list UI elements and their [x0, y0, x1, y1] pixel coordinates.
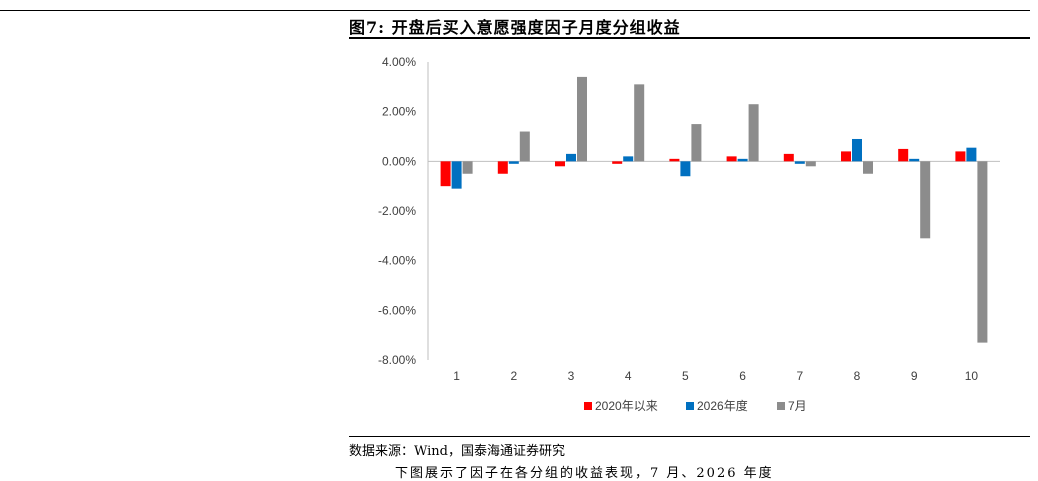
x-tick-label: 1 [453, 369, 460, 383]
x-tick-label: 3 [568, 369, 575, 383]
bar-series2-cat-1 [451, 161, 462, 189]
y-tick-label: -4.00% [378, 254, 416, 268]
title-underline [349, 37, 1030, 39]
source-rule [349, 436, 1030, 437]
x-tick-label: 4 [625, 369, 632, 383]
legend-label-1: 2020年以来 [595, 399, 658, 413]
x-tick-label: 8 [854, 369, 861, 383]
bar-series3-cat-5 [691, 124, 702, 162]
bar-series1-cat-3 [555, 161, 565, 167]
bar-series2-cat-8 [852, 138, 862, 162]
bar-series1-cat-10 [955, 151, 966, 162]
y-tick-label: 2.00% [382, 105, 416, 119]
bar-series3-cat-10 [977, 161, 988, 343]
x-tick-label: 9 [911, 369, 918, 383]
bar-series1-cat-8 [841, 151, 851, 162]
legend-label-3: 7月 [788, 399, 807, 413]
bar-series2-cat-7 [794, 161, 805, 164]
bar-series2-cat-3 [566, 153, 576, 162]
body-text: 下图展示了因子在各分组的收益表现，7 月、2026 年度 [395, 466, 774, 481]
bar-series3-cat-1 [462, 161, 473, 174]
x-tick-label: 2 [510, 369, 517, 383]
bar-series3-cat-8 [863, 161, 873, 174]
bar-series3-cat-4 [634, 84, 645, 162]
y-tick-label: 4.00% [382, 55, 416, 69]
bar-series2-cat-5 [680, 161, 691, 177]
top-rule [0, 10, 1030, 11]
y-tick-label: -8.00% [378, 353, 416, 367]
bar-chart: 4.00% 2.00% 0.00% -2.00% -4.00% -6.00% -8.00% 1… [378, 55, 1000, 413]
x-tick-label: 6 [739, 369, 746, 383]
bar-series2-cat-4 [623, 156, 634, 162]
bar-series3-cat-7 [805, 161, 816, 167]
bar-series2-cat-10 [966, 147, 977, 162]
bar-series2-cat-9 [909, 158, 920, 162]
y-tick-label: -2.00% [378, 204, 416, 218]
x-tick-label: 7 [796, 369, 803, 383]
legend-label-2: 2026年度 [697, 398, 748, 413]
legend-swatch-2 [686, 402, 694, 410]
bar-series1-cat-7 [783, 153, 794, 162]
bar-series3-cat-3 [577, 76, 587, 162]
bar-series1-cat-9 [898, 148, 909, 162]
bar-series1-cat-4 [612, 161, 623, 164]
bar-series2-cat-2 [508, 161, 519, 164]
bar-series3-cat-6 [748, 104, 759, 162]
legend-swatch-3 [777, 402, 785, 410]
x-tick-label: 10 [965, 369, 979, 383]
x-tick-label: 5 [682, 369, 689, 383]
bar-series3-cat-2 [519, 131, 530, 162]
source-note: 数据来源：Wind，国泰海通证券研究 [349, 444, 565, 459]
bar-series1-cat-6 [726, 156, 737, 162]
bar-series3-cat-9 [920, 161, 931, 239]
y-tick-label: 0.00% [382, 154, 416, 168]
bar-series2-cat-6 [737, 158, 748, 162]
bar-series1-cat-1 [440, 161, 451, 187]
figure-title: 图7: 开盘后买入意愿强度因子月度分组收益 [349, 18, 681, 37]
y-tick-label: -6.00% [378, 303, 416, 317]
legend-swatch-1 [584, 402, 592, 410]
bar-series1-cat-5 [669, 158, 680, 162]
bar-series1-cat-2 [497, 161, 508, 174]
